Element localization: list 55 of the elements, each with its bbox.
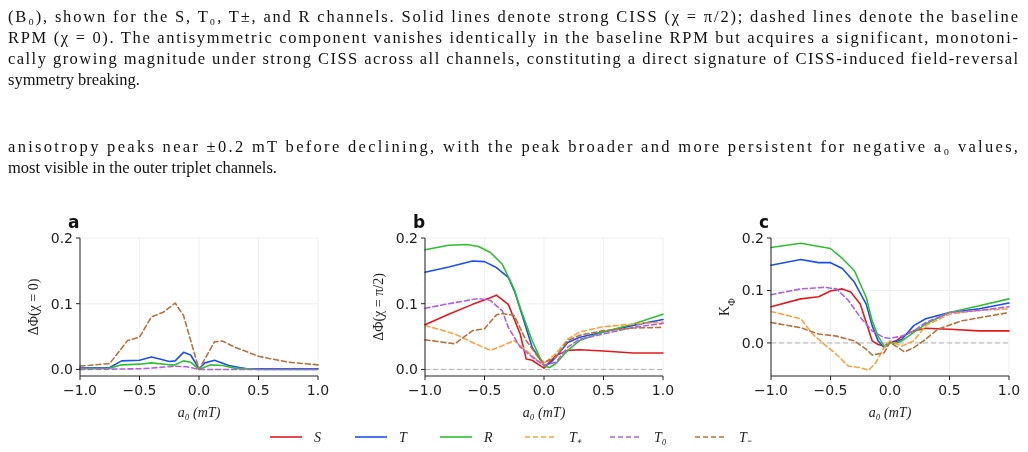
x-axis-title: a₀ (mT) <box>868 405 912 421</box>
x-tick-label: 0.5 <box>247 382 270 398</box>
x-axis-title: a₀ (mT) <box>177 405 221 421</box>
x-tick-label: 0.0 <box>532 382 556 398</box>
text: anisotropy peaks near ±0.2 mT before declining, with the peak broader and more persistent for negative a₀ values, <box>8 137 1018 156</box>
text: (B₀), shown for the S, T₀, T±, and R channels. Solid lines denote strong CISS (χ = π/2); dashed lines denote the baseline <box>8 7 1018 26</box>
y-tick-label: 0.0 <box>50 361 73 378</box>
x-tick-label: 1.0 <box>306 382 330 398</box>
line-series <box>770 258 1010 349</box>
line-series <box>79 302 319 371</box>
x-tick-label: −1.0 <box>63 382 97 398</box>
text: symmetry breaking. <box>8 70 140 89</box>
x-tick-label: 0.5 <box>592 382 615 398</box>
legend-label: T₀ <box>654 430 667 445</box>
y-tick-label: 0.2 <box>50 230 73 246</box>
y-tick-label: 0.1 <box>50 295 73 312</box>
line-series <box>424 243 664 369</box>
x-axis-title: a₀ (mT) <box>522 405 566 421</box>
line-series <box>79 360 319 371</box>
y-axis-title: ΔΦ(χ = 0) <box>26 278 42 336</box>
chart-title: c <box>759 212 770 232</box>
chart-title: a <box>68 212 80 232</box>
line-series <box>424 260 664 367</box>
x-tick-label: −1.0 <box>408 382 442 398</box>
y-tick-label: 0.1 <box>395 295 418 312</box>
text: most visible in the outer triplet channels. <box>8 158 277 177</box>
line-series <box>770 308 1010 372</box>
legend-label: S <box>314 430 321 445</box>
chart-title: b <box>413 212 426 232</box>
x-tick-label: −0.5 <box>813 382 848 398</box>
line-series <box>770 311 1010 356</box>
y-tick-label: 0.2 <box>395 230 418 246</box>
y-tick-label: 0.0 <box>395 361 418 378</box>
line-series <box>79 351 319 370</box>
line-series <box>770 242 1010 347</box>
y-axis-title: ΔΦ(χ = π/2) <box>371 272 387 341</box>
y-tick-label: 0.2 <box>741 230 764 246</box>
x-tick-label: 0.0 <box>187 382 211 398</box>
x-tick-label: −0.5 <box>122 382 157 398</box>
x-tick-label: 0.0 <box>878 382 902 398</box>
line-series <box>424 312 664 364</box>
text: cally growing magnitude under strong CISS across all channels, constituting a direct signature of CISS-induced field-reversal <box>8 49 1019 68</box>
x-tick-label: −0.5 <box>467 382 502 398</box>
x-tick-label: −1.0 <box>754 382 788 398</box>
y-tick-label: 0.0 <box>741 334 764 351</box>
legend-label: R <box>483 430 493 445</box>
legend-label: T₊ <box>569 430 582 445</box>
legend-label: T <box>399 430 408 445</box>
x-tick-label: 1.0 <box>651 382 675 398</box>
legend-label: T₋ <box>739 430 752 445</box>
x-tick-label: 0.5 <box>938 382 961 398</box>
y-tick-label: 0.1 <box>741 282 764 299</box>
text: RPM (χ = 0). The antisymmetric component vanishes identically in the baseline RPM but acquires a significant, monotoni- <box>8 28 1018 47</box>
line-series <box>424 321 664 365</box>
x-tick-label: 1.0 <box>997 382 1021 398</box>
